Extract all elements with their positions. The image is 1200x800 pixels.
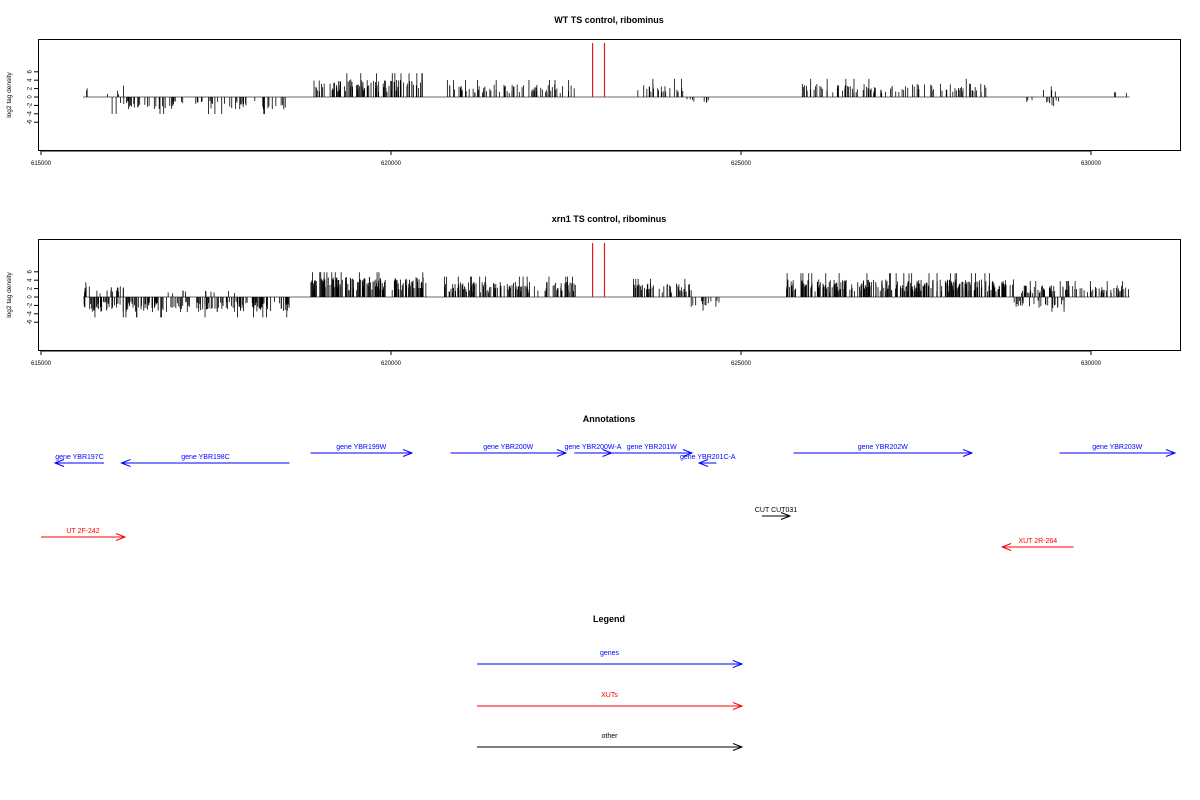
gene-arrow-head xyxy=(402,449,414,457)
panel-wt-y-tick-label: -4 xyxy=(28,110,34,116)
xut-arrow-head xyxy=(115,533,127,541)
legend-arrow-head xyxy=(732,702,744,710)
panel-xrn1-x-tick-label: 615000 xyxy=(31,361,52,367)
panel-wt-y-tick-label: 6 xyxy=(28,69,34,73)
panel-xrn1-ylabel: log2 tag density xyxy=(6,271,13,317)
legend-label: other xyxy=(602,733,619,740)
panel-xrn1-frame xyxy=(38,239,1181,351)
panel-xrn1-y-axis: 6 4 2 0 -2 -4 -6 xyxy=(28,269,39,325)
panel-wt-y-tick-label: -2 xyxy=(28,102,34,108)
panel-xrn1-markers xyxy=(591,243,606,297)
panel-wt-y-tick-label: 2 xyxy=(28,86,34,90)
legend-items: genes XUTs other xyxy=(477,650,744,751)
annotations-track: Annotations gene YBR197C gene YBR198Cgene… xyxy=(41,414,1177,551)
panel-xrn1-y-tick-label: -4 xyxy=(28,310,34,316)
panel-wt-x-axis: 615000 620000 625000 630000 xyxy=(31,150,1102,167)
panel-xrn1: xrn1 TS control, ribominus log2 tag dens… xyxy=(6,214,1181,367)
gene-arrow-head xyxy=(1165,449,1177,457)
panel-xrn1-y-tick-label: -6 xyxy=(28,319,34,325)
panel-wt-bars xyxy=(83,73,1130,115)
panel-xrn1-x-tick-label: 625000 xyxy=(731,361,752,367)
annotation-features: gene YBR197C gene YBR198C gene YBR199W gene… xyxy=(41,444,1177,551)
gene-label: gene YBR200W xyxy=(483,444,533,451)
legend-label: genes xyxy=(600,650,620,657)
legend-title: Legend xyxy=(593,614,625,624)
xut-arrow-head xyxy=(1000,543,1012,551)
gene-label: gene YBR197C xyxy=(55,454,104,461)
panel-xrn1-bars xyxy=(83,272,1130,318)
panel-wt: WT TS control, ribominus log2 tag densit… xyxy=(6,15,1181,167)
panel-wt-x-tick-label: 620000 xyxy=(381,161,402,167)
panel-wt-y-axis: 6 4 2 0 -2 -4 -6 xyxy=(28,69,39,125)
legend-arrow-head xyxy=(732,743,744,751)
legend-arrow-head xyxy=(732,660,744,668)
panel-wt-x-tick-label: 615000 xyxy=(31,161,52,167)
panel-wt-x-tick-label: 630000 xyxy=(1081,161,1102,167)
gene-arrow-head xyxy=(697,459,709,467)
panel-wt-markers xyxy=(591,43,606,97)
gene-arrow-head xyxy=(556,449,568,457)
panel-xrn1-y-tick-label: 0 xyxy=(28,295,34,299)
gene-label: gene YBR201W xyxy=(627,444,677,451)
xut-label: XUT 2R-264 xyxy=(1018,538,1057,545)
panel-wt-ylabel: log2 tag density xyxy=(6,71,13,117)
panel-wt-x-tick-label: 625000 xyxy=(731,161,752,167)
panel-wt-y-tick-label: 4 xyxy=(28,78,34,82)
gene-arrow-head xyxy=(120,459,131,467)
panel-xrn1-title: xrn1 TS control, ribominus xyxy=(552,214,667,224)
gene-arrow-head xyxy=(962,449,974,457)
panel-wt-y-tick-label: -6 xyxy=(28,119,34,125)
gene-label: gene YBR199W xyxy=(336,444,386,451)
legend: Legend genes XUTs other xyxy=(477,614,744,751)
panel-xrn1-y-tick-label: 2 xyxy=(28,286,34,290)
panel-wt-frame xyxy=(38,39,1181,151)
legend-label: XUTs xyxy=(601,692,618,699)
gene-label: gene YBR201C-A xyxy=(680,454,736,461)
gene-label: gene YBR198C xyxy=(181,454,230,461)
panel-xrn1-y-tick-label: 6 xyxy=(28,269,34,273)
panel-xrn1-y-tick-label: -2 xyxy=(28,302,34,308)
panel-xrn1-x-tick-label: 630000 xyxy=(1081,361,1102,367)
gene-arrow-head xyxy=(53,459,65,467)
panel-xrn1-y-tick-label: 4 xyxy=(28,278,34,282)
xut-label: UT 2F-242 xyxy=(66,528,99,535)
panel-wt-title: WT TS control, ribominus xyxy=(554,15,664,25)
gene-label: gene YBR200W-A xyxy=(564,444,621,451)
panel-wt-y-tick-label: 0 xyxy=(28,95,34,99)
gene-label: gene YBR203W xyxy=(1092,444,1142,451)
gene-arrow-head xyxy=(682,449,694,457)
annotations-title: Annotations xyxy=(583,414,636,424)
panel-xrn1-x-tick-label: 620000 xyxy=(381,361,402,367)
other-arrow-head xyxy=(780,512,792,520)
gene-label: gene YBR202W xyxy=(858,444,908,451)
other-label: CUT CUT031 xyxy=(755,507,797,514)
panel-xrn1-x-axis: 615000 620000 625000 630000 xyxy=(31,350,1102,367)
